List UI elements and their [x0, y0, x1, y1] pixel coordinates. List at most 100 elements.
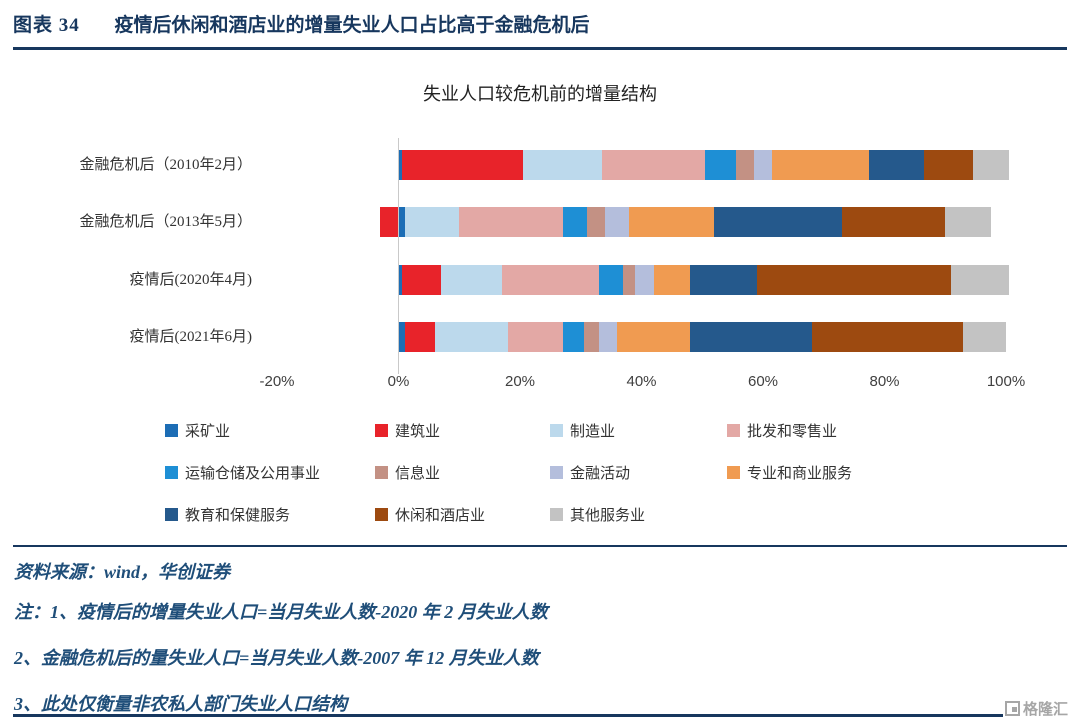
bar-segment	[441, 264, 502, 295]
x-tick-label: 40%	[626, 373, 657, 390]
legend-item: 批发和零售业	[727, 420, 947, 441]
bar-row: 金融危机后（2010年2月）	[0, 150, 1080, 180]
bar-segment	[459, 207, 563, 238]
legend-item: 运输仓储及公用事业	[165, 462, 375, 483]
bar-segment	[869, 150, 924, 180]
bar-segment	[605, 207, 630, 238]
legend-item: 休闲和酒店业	[375, 504, 550, 525]
bar-segment	[562, 322, 584, 353]
note-line-1: 注：1、疫情后的增量失业人口=当月失业人数-2020 年 2 月失业人数	[14, 602, 548, 622]
notes-block: 注：1、疫情后的增量失业人口=当月失业人数-2020 年 2 月失业人数 2、金…	[14, 598, 1066, 722]
legend-label: 批发和零售业	[747, 424, 838, 440]
x-tick-label: 80%	[869, 373, 900, 390]
source-line: 资料来源：wind，华创证券	[14, 562, 231, 582]
x-tick-label: 20%	[504, 373, 536, 390]
bar-segment	[705, 150, 736, 180]
legend-label: 其他服务业	[570, 508, 646, 524]
bar-segment	[507, 322, 563, 353]
bar-segment	[951, 264, 1010, 295]
bar-segment	[963, 322, 1006, 353]
gelonghui-logo: 格隆汇	[1002, 697, 1070, 720]
bar-track	[277, 207, 1006, 238]
legend-item: 制造业	[550, 420, 727, 441]
legend-label: 专业和商业服务	[747, 466, 853, 482]
bar-segment	[690, 322, 812, 353]
gelonghui-text: 格隆汇	[1022, 701, 1068, 718]
bar-segment	[753, 150, 773, 180]
bar-segment	[714, 207, 842, 238]
legend-swatch	[165, 424, 178, 437]
bar-segment	[772, 150, 870, 180]
legend-label: 采矿业	[185, 424, 231, 440]
legend-label: 休闲和酒店业	[395, 508, 486, 524]
bar-segment	[598, 322, 618, 353]
note-line-2: 2、金融危机后的量失业人口=当月失业人数-2007 年 12 月失业人数	[14, 648, 539, 668]
legend-swatch	[550, 424, 563, 437]
bar-segment	[945, 207, 991, 238]
bar-segment	[523, 150, 602, 180]
category-label: 金融危机后（2013年5月）	[79, 214, 252, 231]
legend-swatch	[727, 424, 740, 437]
legend-swatch	[375, 508, 388, 521]
figure-number: 图表 34	[13, 15, 80, 36]
bar-row: 疫情后(2020年4月)	[0, 264, 1080, 295]
legend-item: 采矿业	[165, 420, 375, 441]
bar-segment	[434, 322, 508, 353]
bar-segment	[735, 150, 754, 180]
legend-label: 金融活动	[570, 466, 631, 482]
x-tick-label: 100%	[986, 373, 1026, 390]
legend-item: 教育和保健服务	[165, 504, 375, 525]
bar-segment	[404, 207, 460, 238]
bar-segment	[401, 264, 442, 295]
x-tick-label: 0%	[387, 373, 410, 390]
category-label: 疫情后(2020年4月)	[129, 271, 253, 288]
bar-segment	[398, 322, 405, 353]
bar-segment	[398, 264, 402, 295]
bar-segment	[972, 150, 1010, 180]
bar-segment	[690, 264, 757, 295]
divider-line	[13, 545, 1067, 547]
legend-item: 专业和商业服务	[727, 462, 947, 483]
bar-segment	[756, 264, 952, 295]
legend-swatch	[375, 466, 388, 479]
bar-row: 疫情后(2021年6月)	[0, 322, 1080, 353]
category-label: 疫情后(2021年6月)	[129, 329, 253, 346]
legend-item: 金融活动	[550, 462, 727, 483]
legend-item: 信息业	[375, 462, 550, 483]
bar-segment	[841, 207, 946, 238]
legend-swatch	[727, 466, 740, 479]
bar-track	[277, 264, 1010, 295]
bar-segment	[404, 322, 435, 353]
bar-segment	[623, 264, 636, 295]
figure-caption: 图表 34 疫情后休闲和酒店业的增量失业人口占比高于金融危机后	[13, 10, 1067, 50]
bar-segment	[398, 150, 402, 180]
legend-swatch	[550, 466, 563, 479]
bar-segment	[562, 207, 587, 238]
bar-segment	[811, 322, 964, 353]
category-label: 金融危机后（2010年2月）	[79, 157, 252, 173]
bar-segment	[583, 322, 599, 353]
legend-label: 建筑业	[395, 424, 441, 440]
bar-segment	[401, 150, 524, 180]
legend: 采矿业 建筑业 制造业 批发和零售业运输仓储及公用事业 信息业 金融活动 专业和商业服务教育…	[165, 420, 947, 525]
bar-segment	[923, 150, 973, 180]
x-tick-label: -20%	[259, 373, 295, 390]
bar-segment	[380, 207, 399, 238]
bar-segment	[398, 207, 405, 238]
bar-segment	[501, 264, 599, 295]
bar-segment	[586, 207, 606, 238]
bar-track	[277, 150, 1010, 180]
bar-segment	[635, 264, 654, 295]
legend-label: 教育和保健服务	[185, 508, 291, 524]
zero-gridline	[398, 138, 399, 374]
legend-label: 信息业	[395, 466, 441, 482]
bottom-border	[13, 714, 1067, 717]
bar-segment	[617, 322, 691, 353]
legend-item: 其他服务业	[550, 504, 727, 525]
bar-segment	[598, 264, 624, 295]
legend-swatch	[375, 424, 388, 437]
legend-label: 运输仓储及公用事业	[185, 466, 321, 482]
bar-segment	[653, 264, 691, 295]
bar-track	[277, 322, 1006, 353]
